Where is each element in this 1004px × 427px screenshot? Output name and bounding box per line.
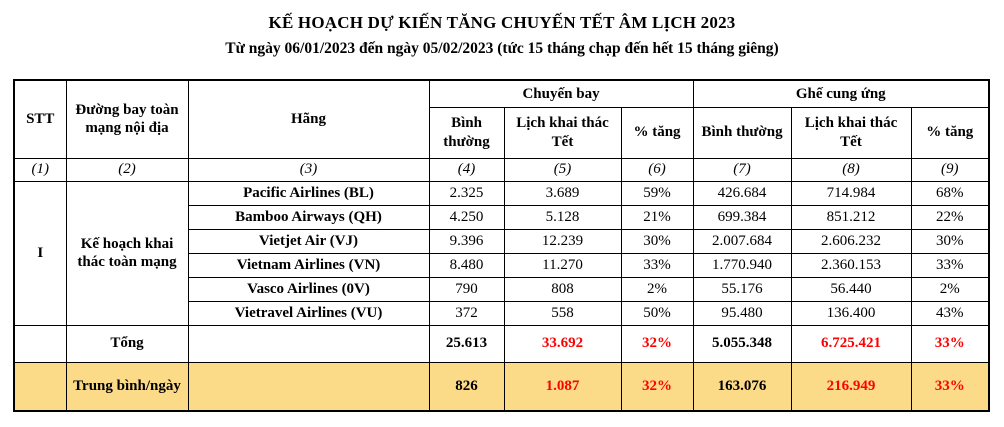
total-seats-pct: 33% [910, 324, 990, 363]
flights-normal-value: 790 [428, 276, 505, 302]
seats-tet-value: 851.212 [790, 204, 912, 230]
total-airline-empty-cell [187, 324, 430, 363]
flights-normal-value: 8.480 [428, 252, 505, 278]
header-sub-row: Bình thường Lịch khai thác Tết % tăng Bì… [14, 106, 990, 159]
colnum-6: (6) [620, 157, 694, 182]
header-route: Đường bay toàn mạng nội địa [65, 79, 189, 159]
colnum-9: (9) [910, 157, 990, 182]
airline-name: Pacific Airlines (BL) [187, 180, 430, 206]
avg-airline-empty-cell [187, 361, 430, 412]
page-subtitle: Từ ngày 06/01/2023 đến ngày 05/02/2023 (… [225, 40, 779, 57]
header-flights-tet: Lịch khai thác Tết [503, 106, 622, 159]
avg-stt-empty-cell [13, 361, 67, 412]
flights-tet-value: 558 [503, 300, 622, 326]
airline-name: Vietravel Airlines (VU) [187, 300, 430, 326]
header-seats-normal: Bình thường [692, 106, 792, 159]
avg-label: Trung bình/ngày [65, 361, 189, 412]
tet-flight-plan-table: STT Đường bay toàn mạng nội địa Hãng Chu… [13, 79, 991, 412]
avg-seats-pct: 33% [910, 361, 990, 412]
section-label: Kế hoạch khai thác toàn mạng [65, 180, 189, 326]
table-row-pacific: I Kế hoạch khai thác toàn mạng Pacific A… [13, 180, 990, 326]
total-label: Tổng [65, 324, 189, 363]
page-title: KẾ HOẠCH DỰ KIẾN TĂNG CHUYẾN TẾT ÂM LỊCH… [268, 13, 736, 32]
airline-name: Vietjet Air (VJ) [187, 228, 430, 254]
section-stt: I [13, 180, 67, 326]
flights-pct-value: 33% [620, 252, 694, 278]
colnum-4: (4) [428, 157, 505, 182]
flights-pct-value: 30% [620, 228, 694, 254]
flights-pct-value: 50% [620, 300, 694, 326]
seats-normal-value: 95.480 [692, 300, 792, 326]
total-flights-normal: 25.613 [428, 324, 505, 363]
header-seats-group: Ghế cung ứng [692, 79, 990, 108]
seats-pct-value: 2% [910, 276, 990, 302]
avg-flights-normal: 826 [428, 361, 505, 412]
seats-tet-value: 2.606.232 [790, 228, 912, 254]
header-stt: STT [13, 79, 67, 159]
flights-tet-value: 808 [503, 276, 622, 302]
header-seats-tet: Lịch khai thác Tết [790, 106, 912, 159]
seats-normal-value: 2.007.684 [692, 228, 792, 254]
flights-pct-value: 21% [620, 204, 694, 230]
colnum-5: (5) [503, 157, 622, 182]
seats-tet-value: 136.400 [790, 300, 912, 326]
seats-tet-value: 56.440 [790, 276, 912, 302]
header-flights-group: Chuyến bay [428, 79, 694, 108]
column-number-row: (1) (2) (3) (4) (5) (6) (7) (8) (9) [13, 157, 990, 182]
header-flights-normal: Bình thường [428, 106, 505, 159]
flights-tet-value: 11.270 [503, 252, 622, 278]
flights-tet-value: 12.239 [503, 228, 622, 254]
airline-name: Vietnam Airlines (VN) [187, 252, 430, 278]
header-airline: Hãng [187, 79, 430, 159]
flights-pct-value: 2% [620, 276, 694, 302]
daily-average-row: Trung bình/ngày 826 1.087 32% 163.076 21… [13, 361, 990, 412]
seats-pct-value: 43% [910, 300, 990, 326]
seats-pct-value: 68% [910, 180, 990, 206]
flights-normal-value: 9.396 [428, 228, 505, 254]
colnum-3: (3) [187, 157, 430, 182]
table-row-vietjet: Vietjet Air (VJ) 9.396 12.239 30% 2.007.… [14, 228, 990, 254]
avg-seats-normal: 163.076 [692, 361, 792, 412]
total-row: Tổng 25.613 33.692 32% 5.055.348 6.725.4… [13, 324, 990, 363]
seats-normal-value: 55.176 [692, 276, 792, 302]
total-flights-pct: 32% [620, 324, 694, 363]
header-seats-pct: % tăng [910, 106, 990, 159]
table-row-bamboo: Bamboo Airways (QH) 4.250 5.128 21% 699.… [14, 204, 990, 230]
seats-normal-value: 699.384 [692, 204, 792, 230]
seats-pct-value: 33% [910, 252, 990, 278]
flights-normal-value: 2.325 [428, 180, 505, 206]
seats-pct-value: 30% [910, 228, 990, 254]
airline-name: Bamboo Airways (QH) [187, 204, 430, 230]
avg-flights-tet: 1.087 [503, 361, 622, 412]
avg-flights-pct: 32% [620, 361, 694, 412]
colnum-1: (1) [13, 157, 67, 182]
total-stt-empty-cell [13, 324, 67, 363]
flights-pct-value: 59% [620, 180, 694, 206]
airline-name: Vasco Airlines (0V) [187, 276, 430, 302]
colnum-8: (8) [790, 157, 912, 182]
flights-normal-value: 372 [428, 300, 505, 326]
flights-normal-value: 4.250 [428, 204, 505, 230]
seats-normal-value: 426.684 [692, 180, 792, 206]
flights-tet-value: 5.128 [503, 204, 622, 230]
total-flights-tet: 33.692 [503, 324, 622, 363]
table-row-vasco: Vasco Airlines (0V) 790 808 2% 55.176 56… [14, 276, 990, 302]
total-seats-normal: 5.055.348 [692, 324, 792, 363]
header-group-row: STT Đường bay toàn mạng nội địa Hãng Chu… [13, 79, 990, 159]
header-flights-pct: % tăng [620, 106, 694, 159]
seats-tet-value: 2.360.153 [790, 252, 912, 278]
seats-tet-value: 714.984 [790, 180, 912, 206]
avg-seats-tet: 216.949 [790, 361, 912, 412]
colnum-7: (7) [692, 157, 792, 182]
total-seats-tet: 6.725.421 [790, 324, 912, 363]
colnum-2: (2) [65, 157, 189, 182]
seats-normal-value: 1.770.940 [692, 252, 792, 278]
seats-pct-value: 22% [910, 204, 990, 230]
flights-tet-value: 3.689 [503, 180, 622, 206]
